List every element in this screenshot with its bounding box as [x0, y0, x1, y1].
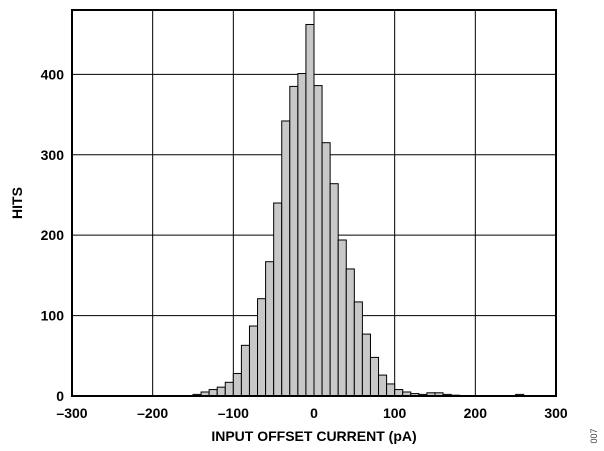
histogram-bar — [337, 239, 347, 397]
histogram-bar — [265, 261, 275, 397]
x-axis-title: INPUT OFFSET CURRENT (pA) — [211, 428, 416, 444]
x-tick-label: 300 — [544, 405, 568, 421]
x-tick-label: 100 — [383, 405, 407, 421]
y-tick-label: 300 — [41, 147, 65, 163]
y-tick-label: 0 — [56, 388, 64, 404]
y-tick-label: 400 — [41, 66, 65, 82]
x-tick-label: –100 — [218, 405, 249, 421]
y-tick-label: 200 — [41, 227, 65, 243]
x-tick-label: 200 — [464, 405, 488, 421]
plot-frame — [71, 9, 557, 397]
histogram-bar — [248, 325, 259, 397]
x-tick-labels: –300 –200 –100 0 100 200 300 — [56, 405, 567, 421]
y-axis-title: HITS — [9, 187, 25, 219]
histogram-bar — [257, 298, 267, 397]
histogram-bar — [345, 268, 355, 397]
x-tick-label: –200 — [137, 405, 168, 421]
histogram-bar — [232, 372, 242, 397]
histogram-bar — [321, 142, 331, 397]
histogram-bar — [369, 356, 380, 397]
histogram-bar — [240, 344, 250, 397]
histogram-bar — [289, 85, 299, 397]
histogram-bar — [216, 386, 226, 397]
figure-code: 007 — [589, 428, 599, 443]
histogram-bar — [313, 85, 323, 397]
histogram-bar — [224, 381, 234, 397]
histogram-bar — [386, 383, 396, 397]
histogram-bar — [281, 120, 291, 397]
histogram-bar — [297, 73, 307, 397]
y-tick-label: 100 — [41, 308, 65, 324]
histogram-bar — [305, 23, 315, 397]
histogram-bar — [329, 183, 339, 397]
x-tick-label: –300 — [56, 405, 87, 421]
bars-group — [192, 23, 525, 397]
histogram-bar — [353, 301, 363, 397]
x-tick-label: 0 — [310, 405, 318, 421]
y-tick-labels: 0 100 200 300 400 — [41, 66, 65, 404]
histogram-bar — [378, 374, 388, 397]
histogram-bar — [273, 202, 283, 397]
histogram-bar — [361, 333, 371, 397]
